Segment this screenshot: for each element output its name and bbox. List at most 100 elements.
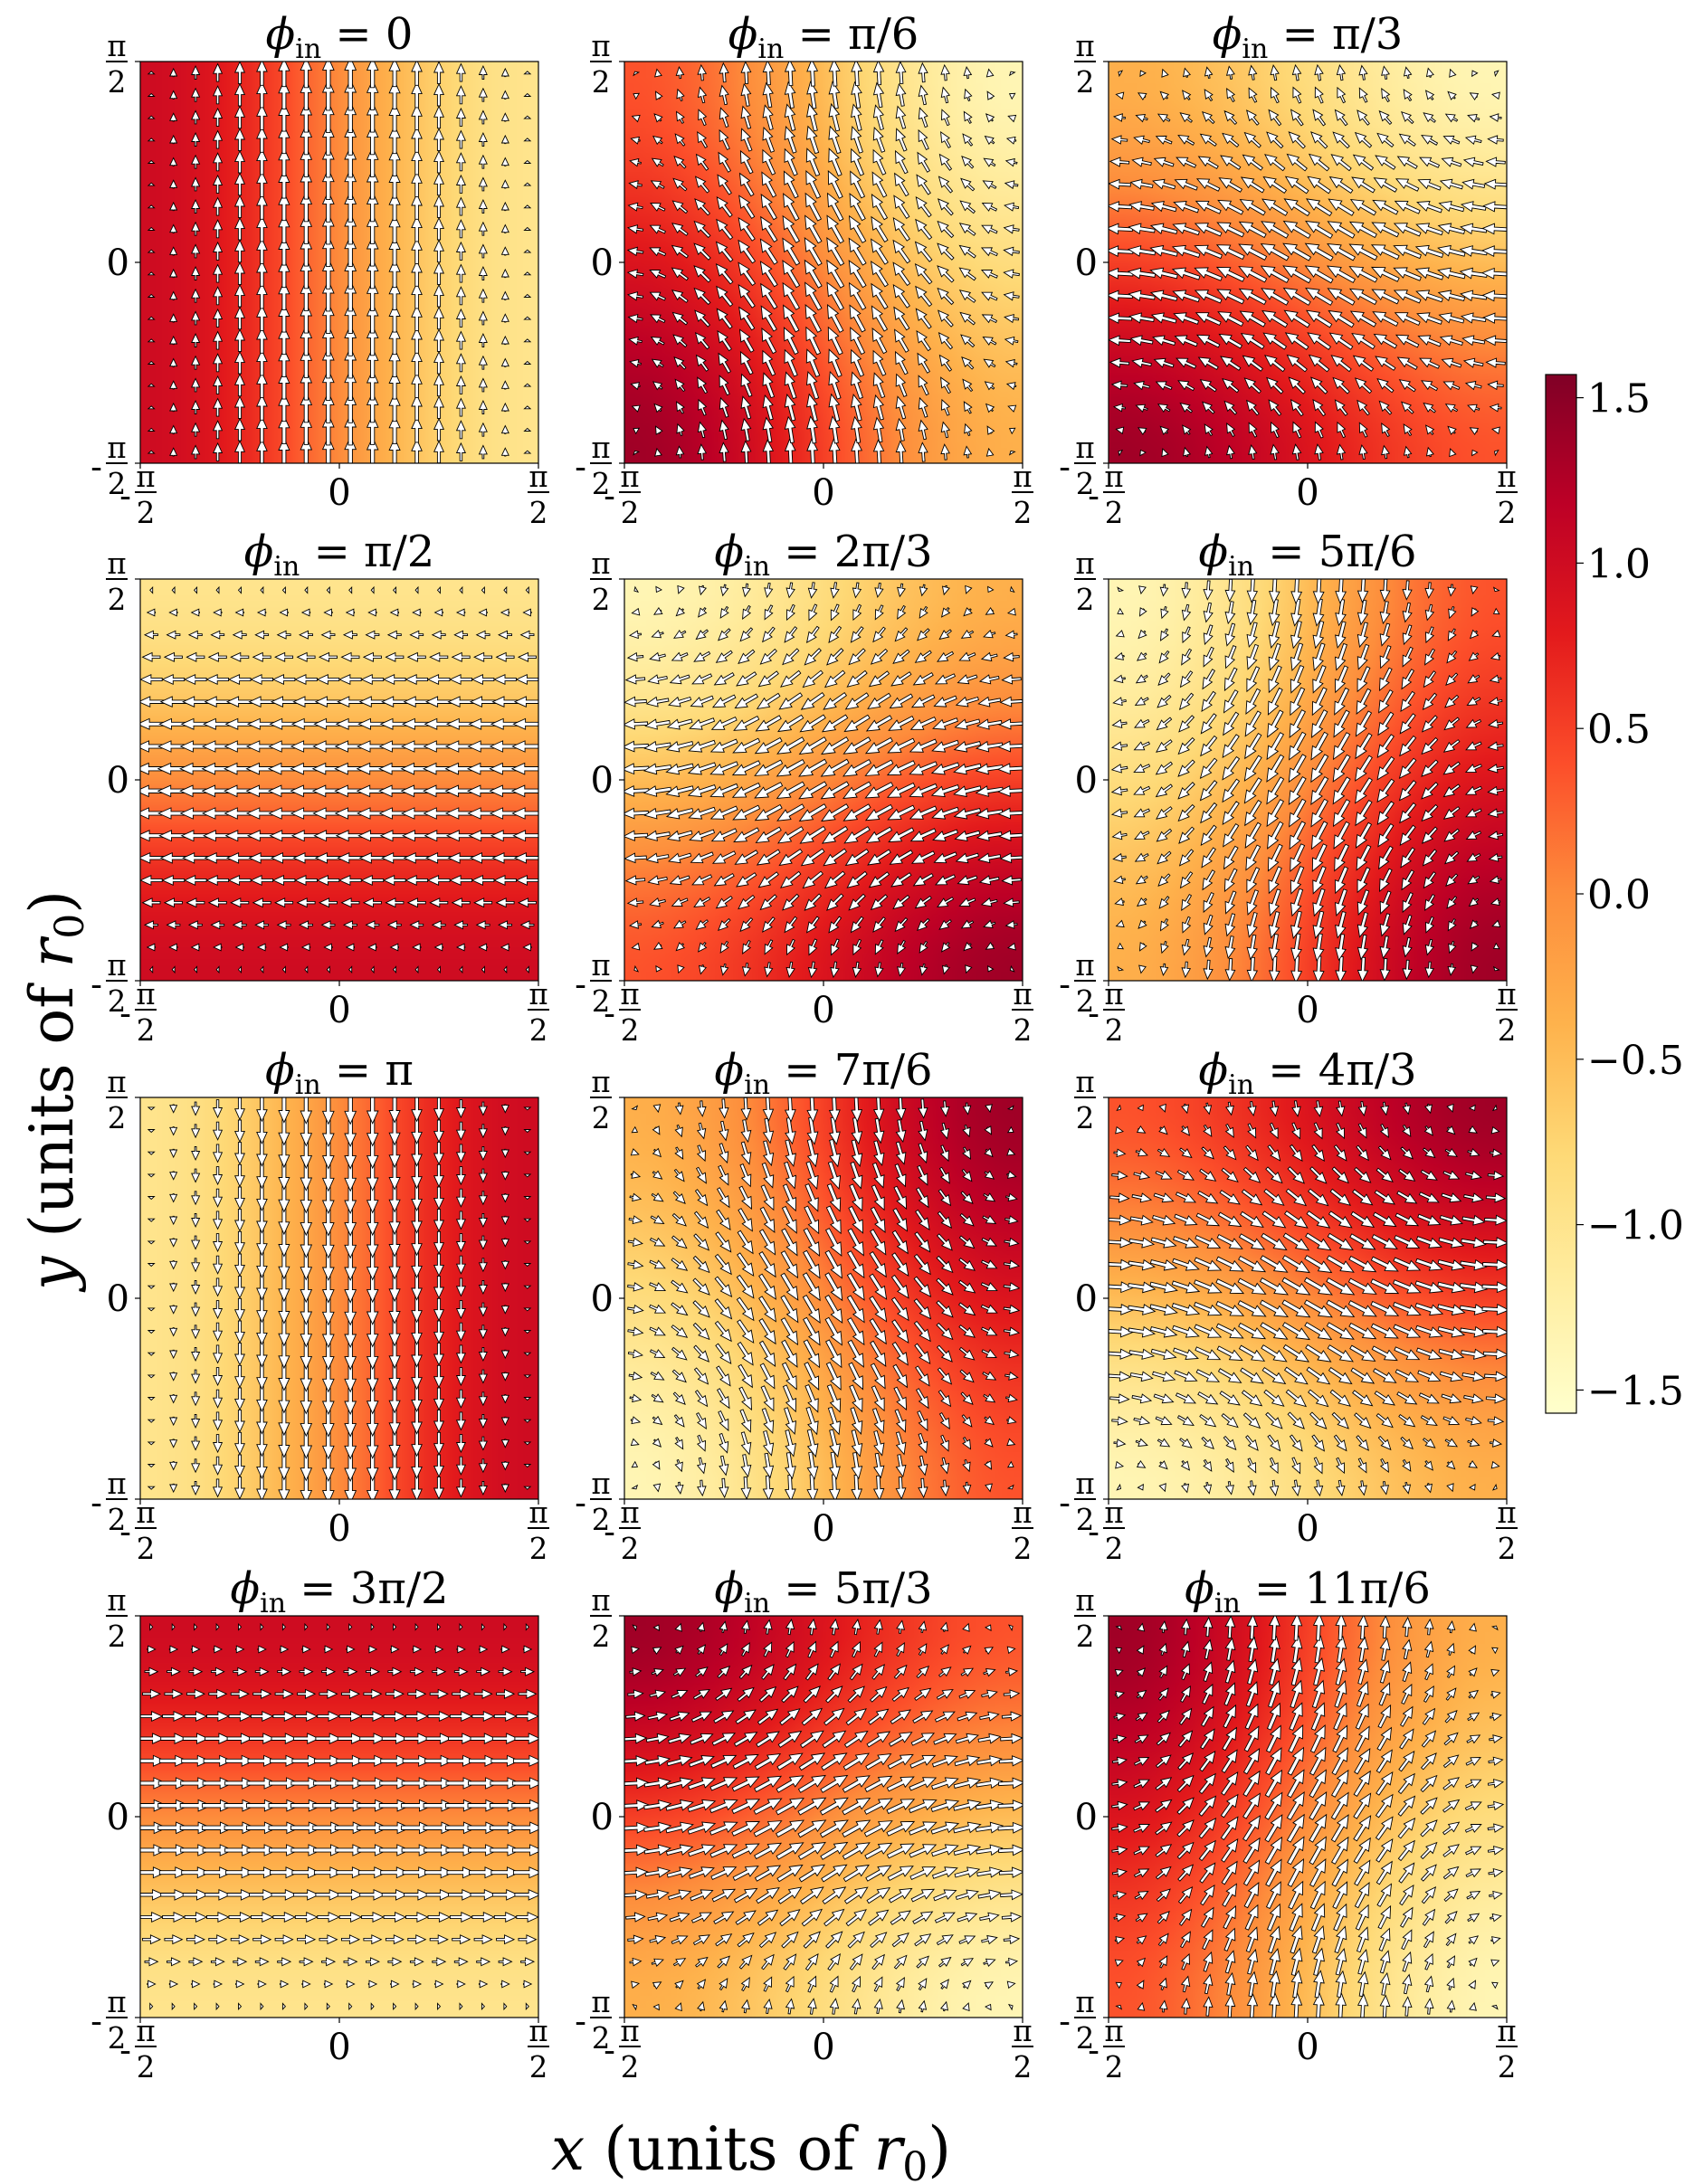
quiver-arrow (1442, 783, 1461, 798)
quiver-arrow (677, 584, 685, 594)
quiver-arrow (476, 1666, 491, 1676)
quiver-arrow (1133, 380, 1150, 391)
quiver-arrow (624, 763, 650, 775)
quiver-arrow (740, 1477, 752, 1499)
quiver-arrow (412, 608, 422, 617)
quiver-arrow (776, 758, 805, 777)
quiver-arrow (754, 1753, 782, 1771)
quiver-arrow (278, 1250, 290, 1280)
quiver-arrow (851, 1116, 863, 1145)
quiver-arrow (1353, 1792, 1372, 1819)
quiver-arrow (1353, 1837, 1371, 1865)
quiver-arrow (1491, 1104, 1498, 1112)
quiver-arrow (1171, 244, 1201, 258)
tick-label-pi-half: - π2 (90, 1985, 128, 2056)
quiver-arrow (1221, 1167, 1239, 1182)
quiver-arrow (977, 1733, 1002, 1744)
quiver-arrow (300, 190, 313, 223)
quiver-arrow (909, 1754, 937, 1769)
quiver-arrow (316, 874, 340, 887)
quiver-arrow (957, 1302, 976, 1316)
quiver-arrow (478, 355, 488, 370)
quiver-arrow (891, 1230, 909, 1255)
quiver-arrow (1111, 1800, 1128, 1811)
quiver-arrow (381, 1889, 409, 1901)
quiver-arrow (1203, 1458, 1213, 1472)
quiver-arrow (184, 874, 207, 887)
quiver-arrow (674, 133, 686, 147)
quiver-arrow (388, 102, 401, 132)
quiver-arrow (915, 1388, 929, 1410)
quiver-arrow (1309, 1813, 1328, 1843)
quiver-arrow (300, 608, 311, 617)
quiver-arrow (1467, 113, 1480, 123)
quiver-arrow (1199, 757, 1218, 779)
quiver-arrow (1438, 1237, 1465, 1249)
quiver-arrow (433, 261, 444, 285)
quiver-arrow (1194, 290, 1223, 304)
quiver-arrow (1355, 821, 1373, 849)
quiver-arrow (212, 1121, 224, 1141)
quiver-arrow (1393, 267, 1422, 281)
quiver-arrow (455, 420, 467, 440)
quiver-arrow (167, 1957, 181, 1967)
quiver-arrow (889, 693, 914, 709)
quiver-arrow (433, 1410, 444, 1433)
quiver-arrow (784, 916, 798, 934)
quiver-arrow (1424, 648, 1436, 666)
quiver-arrow (429, 1934, 449, 1945)
quiver-arrow (299, 920, 313, 930)
quiver-arrow (776, 1752, 804, 1771)
quiver-arrow (1239, 199, 1266, 216)
quiver-arrow (958, 897, 976, 907)
quiver-arrow (191, 1302, 201, 1317)
panel-title-value: = 11π/6 (1241, 1563, 1431, 1614)
quiver-arrow (169, 246, 178, 256)
quiver-arrow (690, 1889, 714, 1902)
quiver-arrow (715, 1933, 733, 1947)
quiver-arrow (829, 1429, 841, 1458)
quiver-arrow (157, 1821, 190, 1835)
quiver-arrow (1459, 1304, 1489, 1315)
quiver-arrow (821, 1864, 848, 1883)
quiver-arrow (719, 1432, 729, 1454)
quiver-arrow (411, 304, 423, 332)
quiver-arrow (169, 134, 178, 145)
quiver-arrow (782, 260, 801, 289)
quiver-arrow (169, 1349, 178, 1360)
quiver-arrow (147, 1263, 156, 1268)
quiver-arrow (850, 1161, 863, 1190)
quiver-arrow (1131, 1393, 1153, 1404)
quiver-arrow (1464, 1823, 1482, 1833)
quiver-arrow (671, 1235, 688, 1249)
quiver-arrow (1309, 1880, 1326, 1910)
tick-label-denominator: 2 (108, 467, 127, 501)
quiver-arrow (672, 1191, 686, 1204)
quiver-arrow (1442, 381, 1461, 391)
heatmap-image (140, 1616, 538, 2018)
quiver-arrow (1177, 759, 1195, 777)
quiver-arrow (981, 1934, 998, 1945)
quiver-arrow (234, 1477, 245, 1499)
quiver-arrow (687, 1799, 717, 1812)
quiver-arrow (140, 1777, 167, 1790)
panel-title-symbol: ϕ (714, 1045, 744, 1096)
quiver-arrow (934, 1912, 956, 1923)
quiver-arrow (937, 242, 955, 261)
tick-label-denominator: 2 (108, 65, 127, 100)
quiver-arrow (1329, 1188, 1351, 1206)
y-tick-label: 0 (591, 760, 614, 802)
quiver-arrow (740, 1642, 750, 1657)
quiver-arrow (808, 603, 818, 622)
quiver-arrow (826, 259, 845, 289)
quiver-arrow (674, 1622, 682, 1632)
quiver-arrow (1135, 1913, 1148, 1923)
quiver-arrow (800, 848, 825, 867)
quiver-arrow (1133, 785, 1151, 795)
quiver-arrow (872, 916, 886, 933)
quiver-arrow (1135, 875, 1148, 885)
quiver-arrow (1467, 875, 1480, 885)
quiver-arrow (256, 438, 268, 463)
quiver-arrow (323, 608, 333, 617)
quiver-arrow (500, 335, 509, 346)
